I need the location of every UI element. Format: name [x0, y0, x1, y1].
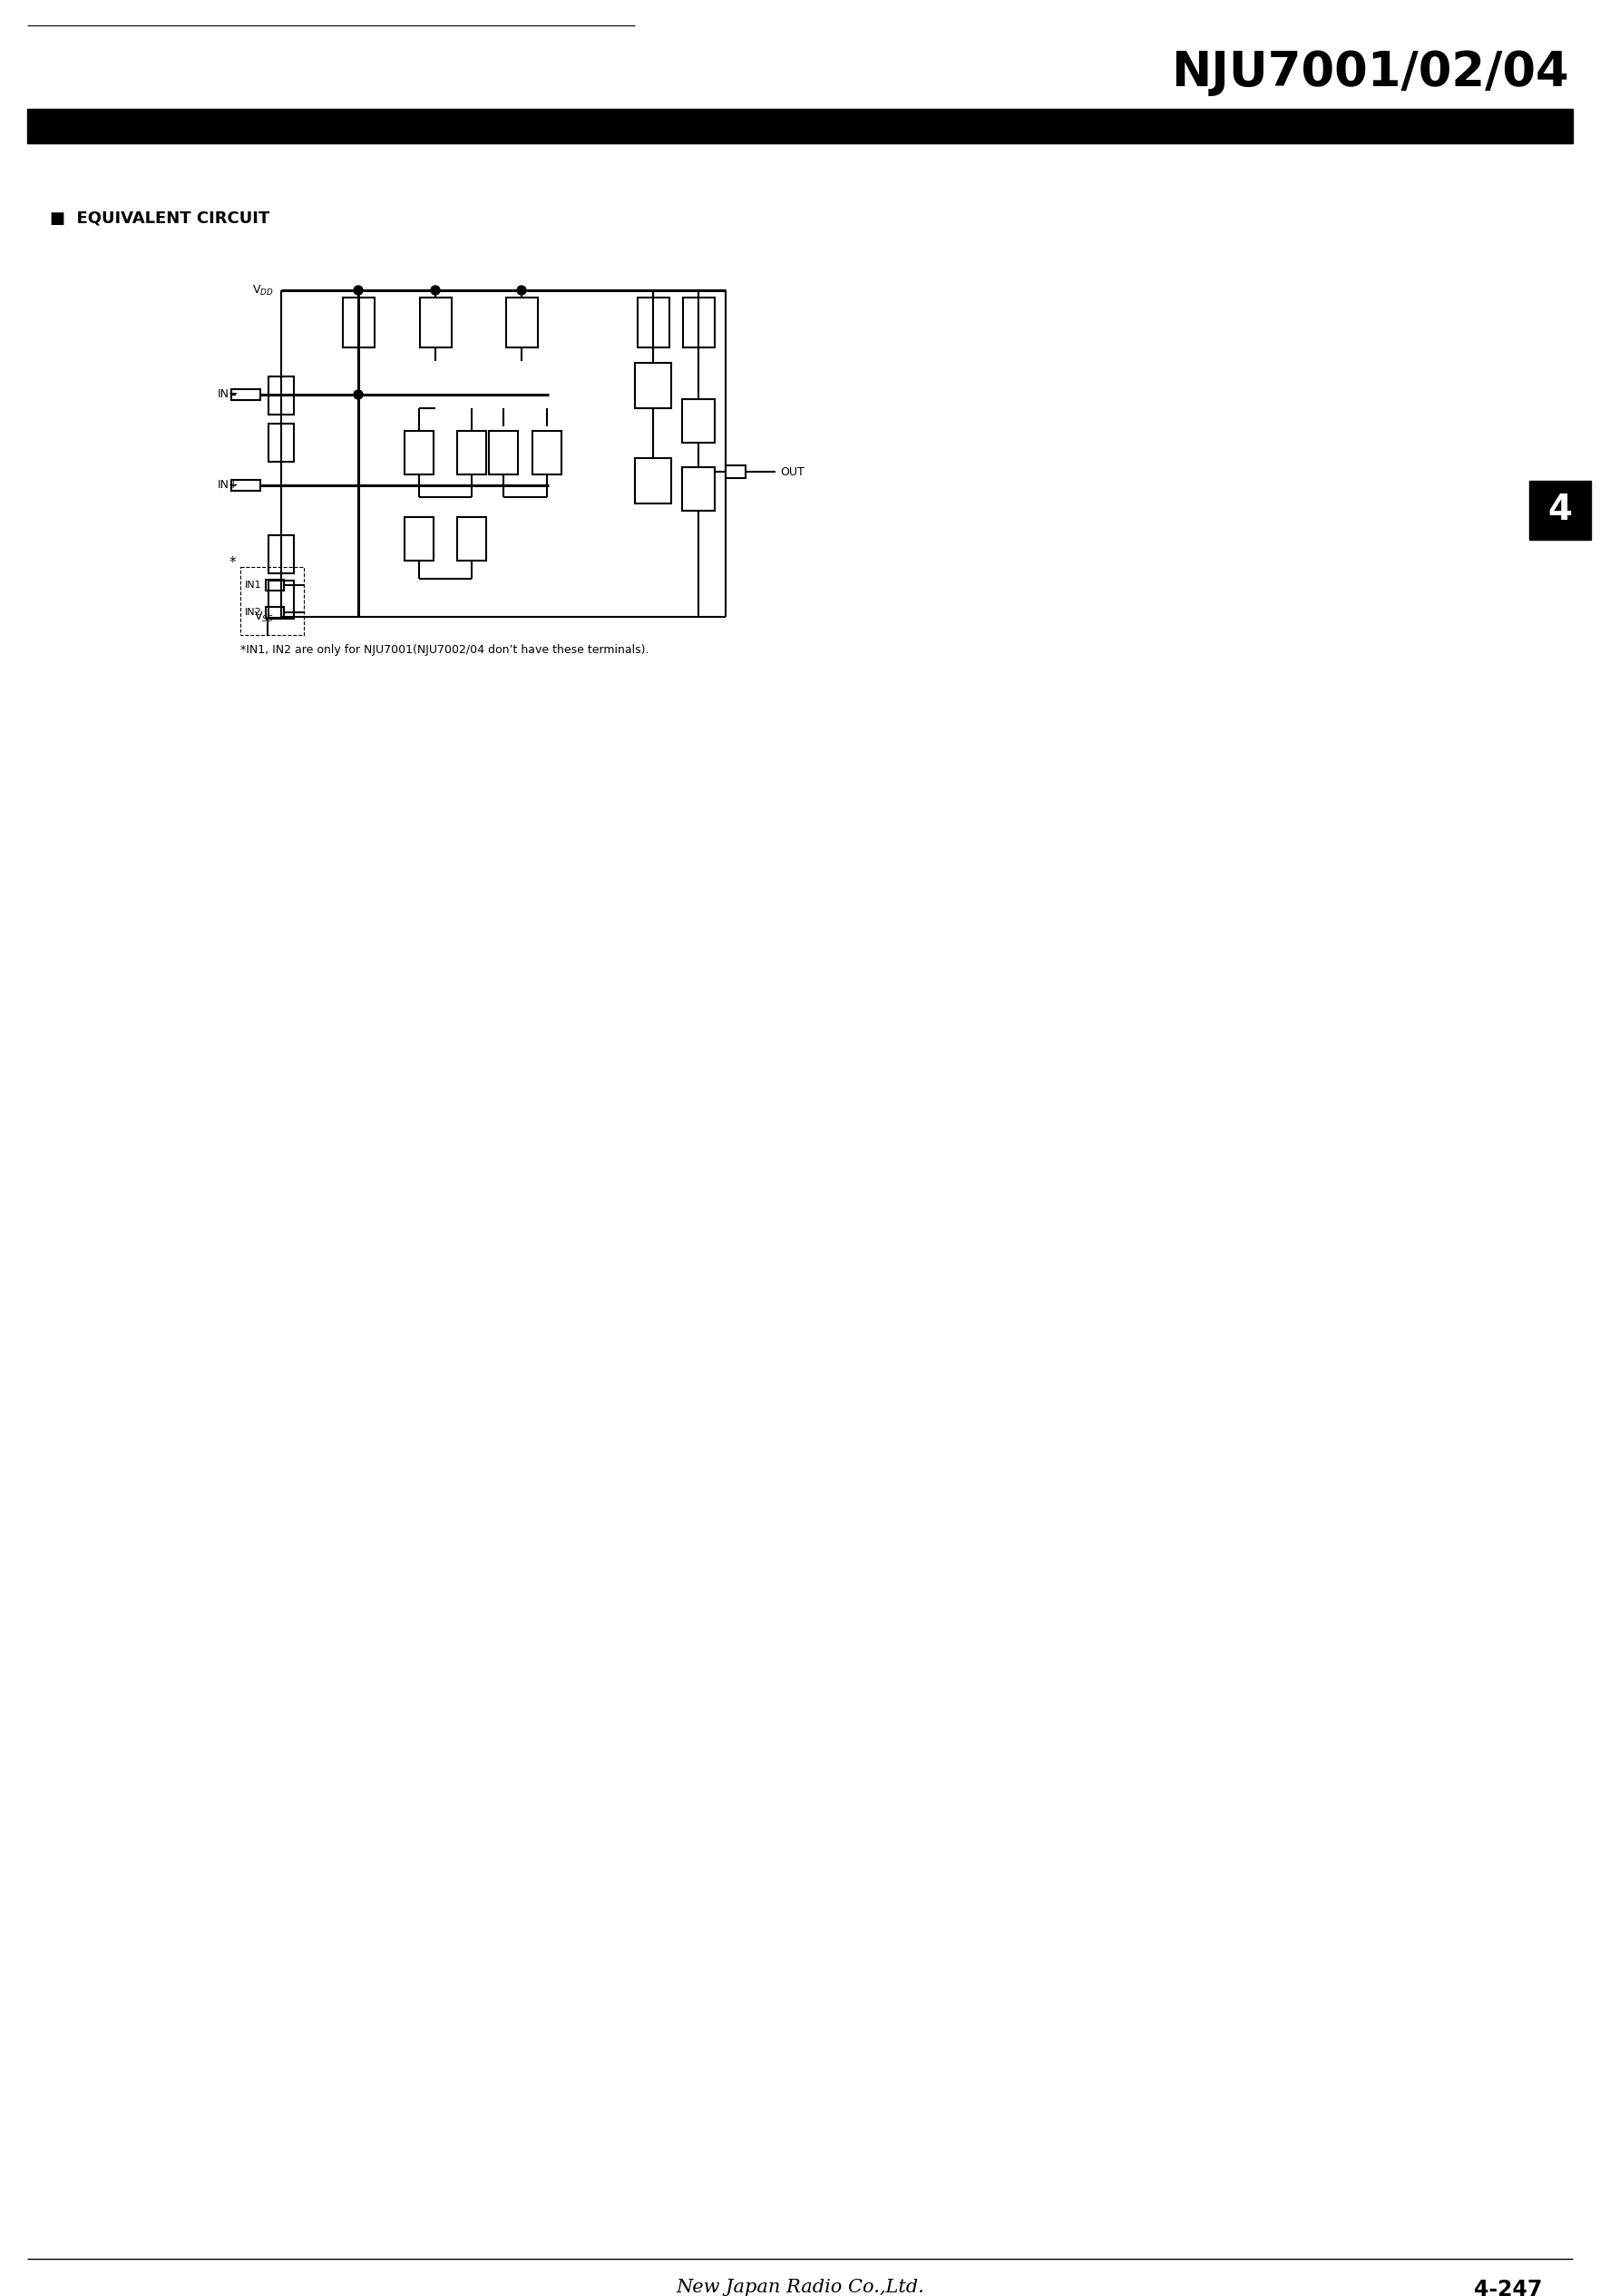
Text: *IN1, IN2 are only for NJU7001(NJU7002/04 don’t have these terminals).: *IN1, IN2 are only for NJU7001(NJU7002/0… — [240, 645, 650, 657]
Circle shape — [430, 285, 440, 294]
Bar — [266, 606, 283, 618]
Text: 4-247: 4-247 — [1474, 2278, 1542, 2296]
Text: NJU7001/02/04: NJU7001/02/04 — [1171, 48, 1570, 96]
Text: V$_{SS}$: V$_{SS}$ — [254, 611, 274, 625]
Text: *: * — [229, 556, 237, 569]
Bar — [458, 432, 486, 475]
Bar — [269, 425, 294, 461]
Bar — [232, 480, 261, 491]
Text: New Japan Radio Co.,Ltd.: New Japan Radio Co.,Ltd. — [675, 2278, 925, 2296]
Bar — [635, 459, 672, 503]
Circle shape — [517, 285, 526, 294]
Bar — [682, 400, 715, 443]
Bar — [269, 581, 294, 618]
Text: IN2: IN2 — [245, 608, 262, 618]
Text: IN−: IN− — [218, 388, 238, 400]
Text: 4: 4 — [1547, 494, 1573, 528]
Bar — [682, 466, 715, 510]
Bar — [726, 466, 746, 478]
Bar — [232, 388, 261, 400]
Text: V$_{DD}$: V$_{DD}$ — [253, 282, 274, 296]
Bar — [240, 567, 304, 636]
Circle shape — [354, 285, 363, 294]
Bar — [1530, 480, 1590, 540]
Text: IN+: IN+ — [218, 480, 238, 491]
Bar — [342, 298, 374, 347]
Circle shape — [354, 390, 363, 400]
Bar — [683, 298, 715, 347]
Bar — [269, 535, 294, 574]
Bar — [266, 579, 283, 590]
Bar — [635, 363, 672, 409]
Bar — [419, 298, 451, 347]
Bar — [533, 432, 562, 475]
Text: IN1: IN1 — [245, 581, 262, 590]
Bar — [458, 517, 486, 560]
Bar — [405, 517, 434, 560]
Bar — [638, 298, 669, 347]
Text: OUT: OUT — [781, 466, 805, 478]
Bar — [490, 432, 518, 475]
Bar — [506, 298, 538, 347]
Text: ■  EQUIVALENT CIRCUIT: ■ EQUIVALENT CIRCUIT — [50, 209, 270, 225]
Bar — [27, 108, 1573, 142]
Bar — [405, 432, 434, 475]
Bar — [269, 377, 294, 416]
